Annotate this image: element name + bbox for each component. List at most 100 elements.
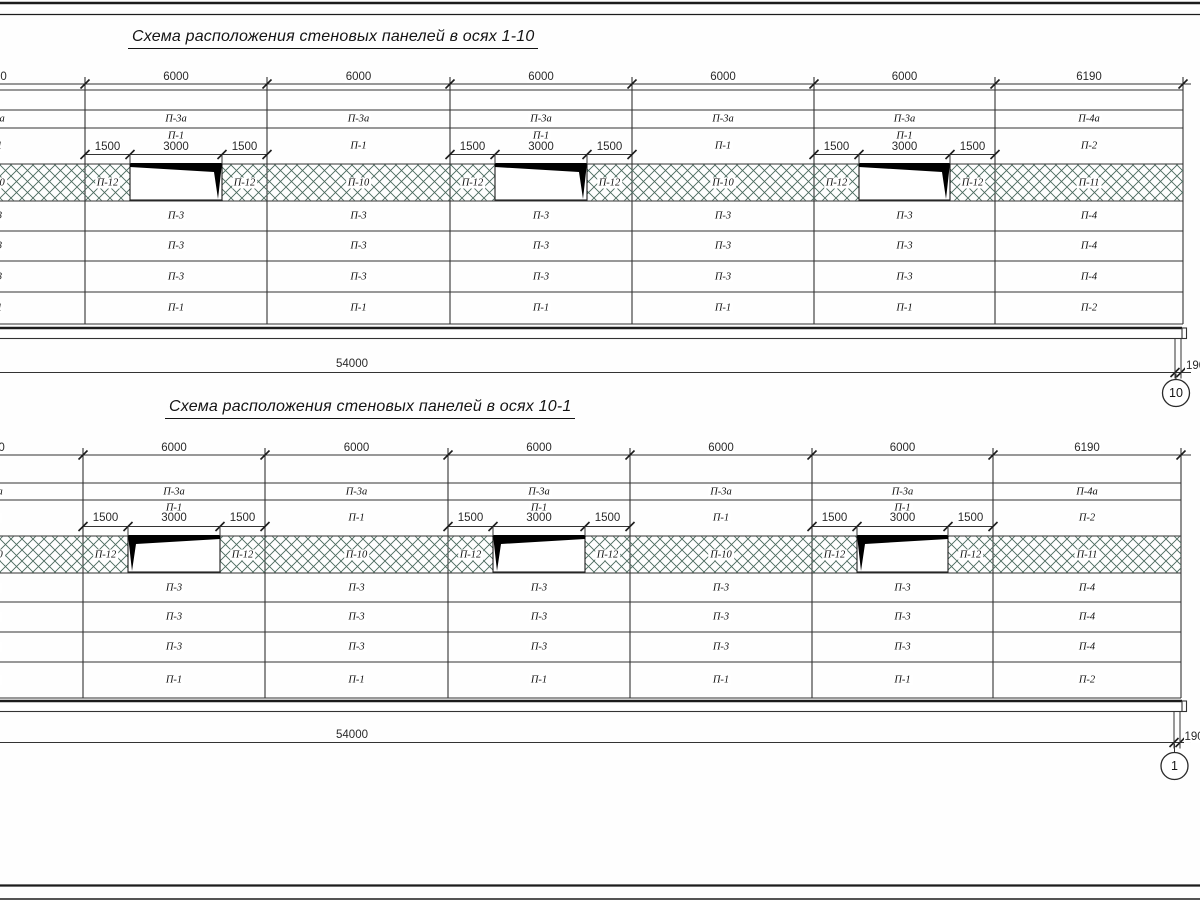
dimension-tick	[79, 78, 91, 90]
panel-label: П-1	[528, 674, 550, 686]
panel-label: П-1	[710, 674, 732, 686]
panel-label: П-2	[1076, 512, 1098, 524]
panel-label: П-1	[712, 140, 734, 152]
dimension-label: 1500	[91, 511, 120, 525]
dimension-label: 6000	[707, 441, 735, 455]
panel-label: П-12	[821, 548, 848, 561]
overall-dimension-label: 54000	[335, 728, 369, 742]
panel-label: П-4	[1078, 240, 1100, 252]
axis-marker-circle	[1161, 378, 1191, 408]
dimension-label: 3000	[525, 511, 553, 525]
axis-marker-circle	[1160, 751, 1189, 781]
panel-label: П-1	[165, 302, 187, 314]
panel-label: П-3	[892, 641, 913, 653]
panel-label: П-11	[1076, 176, 1102, 189]
panel-label: П-3	[0, 581, 3, 594]
panel-label: П-3	[892, 611, 913, 623]
panel-label: П-3	[163, 641, 185, 653]
panel-label: П-10	[343, 548, 370, 561]
panel-label: П-1	[712, 302, 734, 314]
side-dimension-label: 190	[1183, 730, 1200, 744]
plinth-band	[0, 327, 1188, 340]
panel-label: П-3а	[0, 485, 5, 498]
dimension-tick	[624, 521, 636, 532]
dimension-tick	[261, 78, 273, 90]
panel-label: П-12	[959, 176, 986, 189]
panel-label: П-3	[710, 611, 732, 623]
panel-label: П-3	[0, 641, 3, 653]
dimension-label: 6000	[162, 70, 190, 84]
panel-label: П-3	[528, 611, 550, 623]
panel-label: П-3а	[528, 113, 554, 125]
panel-label: П-2	[1078, 302, 1100, 314]
diagram-title: Схема расположения стеновых панелей в ос…	[165, 398, 576, 419]
panel-label: П-10	[710, 176, 736, 189]
panel-label: П-3а	[163, 113, 189, 125]
panel-label: П-2	[1076, 674, 1098, 686]
panel-label: П-3	[712, 270, 734, 283]
panel-label: П-1	[346, 512, 367, 524]
dimension-label: 6000	[160, 441, 188, 455]
panel-label: П-12	[92, 548, 119, 561]
panel-label: П-3	[528, 581, 550, 594]
dimension-tick	[806, 521, 818, 532]
panel-label: П-3	[530, 210, 552, 222]
panel-label: П-10	[0, 176, 7, 189]
dimension-tick	[1175, 449, 1187, 461]
dimension-tick	[442, 449, 454, 461]
dimension-label: 1500	[820, 511, 849, 525]
panel-label: П-1	[348, 302, 369, 314]
dimension-label: 6000	[888, 441, 917, 455]
panel-label: П-3	[712, 240, 734, 252]
dimension-label: 1500	[956, 511, 985, 525]
dimension-tick	[77, 521, 89, 532]
dimension-label: 1500	[458, 140, 487, 154]
dimension-tick	[444, 149, 456, 160]
panel-label: П-1	[0, 674, 3, 686]
dimension-tick	[989, 78, 1001, 90]
panel-label: П-12	[594, 548, 621, 561]
panel-label: П-3	[348, 210, 369, 222]
overall-dimension-label: 54000	[335, 357, 369, 370]
dimension-tick	[987, 521, 999, 532]
panel-label: П-4	[1076, 611, 1098, 623]
dimension-tick	[987, 449, 999, 461]
axis-marker-label: 1	[1171, 758, 1178, 773]
panel-label: П-3	[712, 210, 734, 222]
dimension-tick	[77, 449, 89, 461]
panel-label: П-3а	[161, 485, 187, 498]
panel-label: П-12	[229, 548, 256, 561]
panel-label: П-2	[1078, 140, 1100, 152]
dimension-tick	[806, 449, 818, 461]
dimension-label: 3000	[160, 511, 188, 525]
dimension-tick	[79, 149, 91, 160]
panel-label: П-3	[165, 210, 187, 222]
panel-label: П-1	[528, 501, 550, 514]
panel-label: П-3	[892, 581, 913, 594]
panel-label: П-3	[530, 270, 552, 283]
dimension-label: 6000	[709, 70, 737, 84]
panel-label: П-12	[957, 548, 984, 561]
axis-marker-label: 10	[1169, 385, 1183, 400]
dimension-tick	[624, 449, 636, 461]
dimension-label: 3000	[162, 140, 190, 154]
dimension-label: 1500	[822, 140, 851, 154]
panel-label: П-3а	[710, 113, 736, 125]
panel-label: П-3	[163, 611, 185, 623]
dimension-label: 1500	[228, 511, 257, 525]
panel-label: П-4	[1076, 581, 1098, 594]
panel-label: П-3а	[345, 113, 372, 125]
panel-label: П-3а	[343, 485, 370, 498]
panel-label: П-3а	[891, 113, 918, 125]
dimension-label: 1500	[595, 140, 624, 154]
dimension-label: 6190	[1073, 441, 1101, 455]
panel-label: П-3	[0, 240, 5, 252]
panel-label: П-3	[165, 240, 187, 252]
dimension-label: 1500	[456, 511, 485, 525]
panel-label: П-3	[528, 641, 550, 653]
dimension-tick	[989, 149, 1001, 160]
dimension-tick	[808, 149, 820, 160]
panel-label: П-3	[710, 581, 732, 594]
panel-label: П-3	[346, 611, 367, 623]
